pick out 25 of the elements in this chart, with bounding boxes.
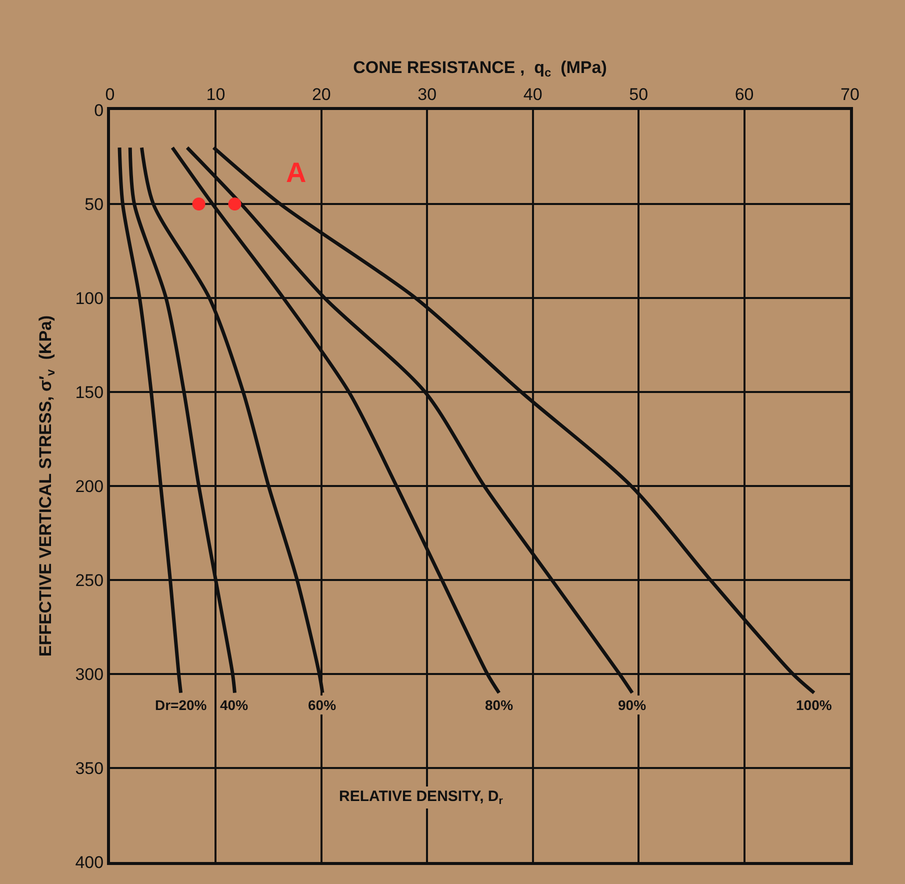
x-axis-title: CONE RESISTANCE , q$_{c}$ (MPa) bbox=[353, 58, 607, 80]
series-label: 100% bbox=[796, 697, 832, 713]
annotation: RELATIVE DENSITY, D$_{r}$ bbox=[339, 788, 503, 808]
y-tick-label: 0 bbox=[94, 100, 104, 120]
series-label: 80% bbox=[485, 697, 514, 713]
x-tick-label: 20 bbox=[312, 85, 331, 104]
x-tick-label: 60 bbox=[734, 85, 754, 104]
y-tick-label: 150 bbox=[75, 382, 104, 402]
x-tick-label: 50 bbox=[629, 85, 648, 104]
x-tick-label: 40 bbox=[523, 85, 542, 104]
annotation: A bbox=[286, 157, 306, 188]
y-tick-label: 400 bbox=[75, 852, 104, 872]
x-tick-label: 30 bbox=[418, 85, 437, 104]
y-tick-label: 300 bbox=[75, 664, 104, 684]
y-tick-label: 350 bbox=[75, 758, 104, 778]
series-label: Dr=20% bbox=[155, 697, 208, 713]
series-label: 40% bbox=[220, 697, 249, 713]
x-tick-label: 70 bbox=[840, 85, 860, 104]
series-label: 60% bbox=[308, 697, 337, 713]
y-tick-label: 250 bbox=[75, 570, 104, 590]
y-tick-label: 200 bbox=[75, 476, 104, 496]
x-tick-label: 10 bbox=[206, 85, 226, 104]
y-tick-label: 100 bbox=[75, 288, 104, 308]
series-label: 90% bbox=[618, 697, 647, 713]
y-tick-label: 50 bbox=[84, 194, 104, 214]
